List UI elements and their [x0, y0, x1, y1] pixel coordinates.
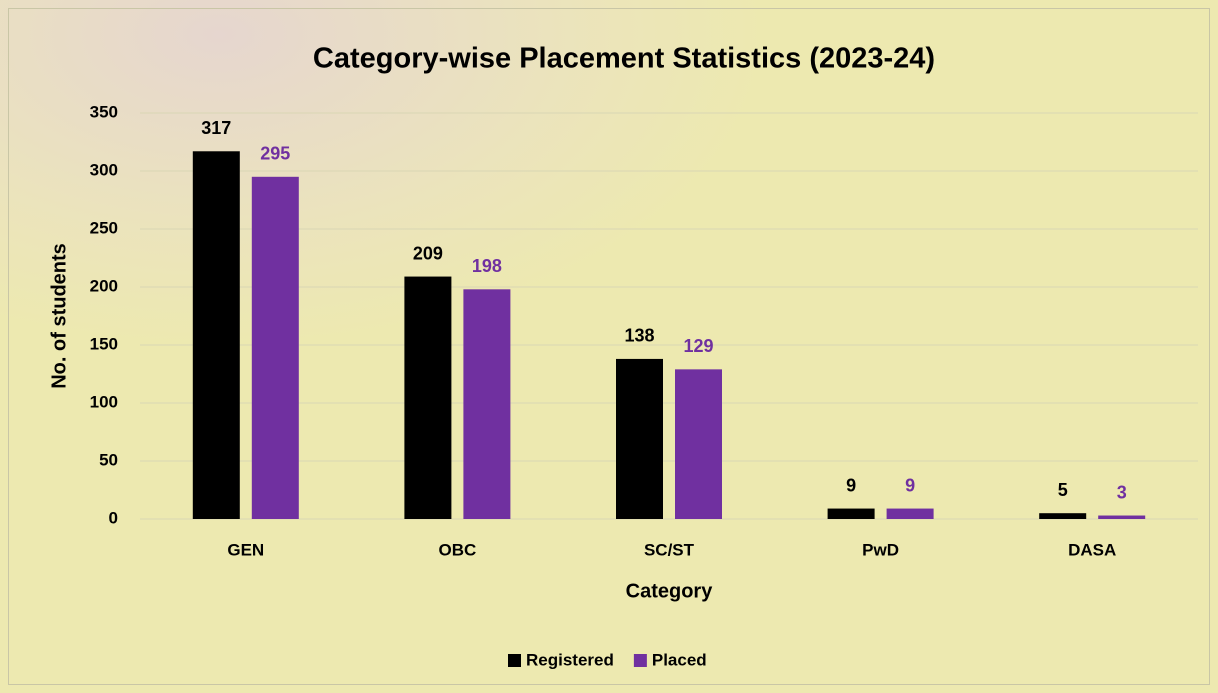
x-tick-label: PwD [862, 540, 899, 559]
data-label: 9 [905, 475, 915, 495]
y-tick-label: 50 [99, 450, 118, 469]
x-tick-label: SC/ST [644, 540, 695, 559]
y-tick-label: 100 [90, 392, 118, 411]
data-label: 198 [472, 256, 502, 276]
y-tick-label: 200 [90, 276, 118, 295]
data-label: 9 [846, 475, 856, 495]
data-label: 317 [201, 118, 231, 138]
legend-swatch [508, 654, 521, 667]
x-tick-label: OBC [439, 540, 477, 559]
y-tick-label: 250 [90, 218, 118, 237]
legend-swatch [634, 654, 647, 667]
bar [404, 277, 451, 519]
bar [887, 509, 934, 519]
background-decoration [0, 0, 1218, 693]
bar [1098, 516, 1145, 519]
legend-label: Registered [526, 650, 614, 669]
y-tick-label: 150 [90, 334, 118, 353]
bar [463, 289, 510, 519]
y-axis-title: No. of students [48, 243, 70, 389]
data-label: 129 [683, 336, 713, 356]
y-tick-label: 0 [109, 508, 118, 527]
x-tick-label: GEN [227, 540, 264, 559]
page: {"chart_data": {"type": "bar", "title": … [0, 0, 1218, 693]
bar [828, 509, 875, 519]
chart: Category-wise Placement Statistics (2023… [0, 0, 1218, 693]
bar [675, 369, 722, 519]
legend: Registered Placed [508, 650, 707, 669]
bar [252, 177, 299, 519]
data-label: 3 [1117, 482, 1127, 502]
bar [193, 151, 240, 519]
data-label: 209 [413, 243, 443, 263]
bar [616, 359, 663, 519]
y-tick-label: 300 [90, 160, 118, 179]
data-label: 295 [260, 144, 290, 164]
chart-title: Category-wise Placement Statistics (2023… [313, 43, 935, 75]
bar [1039, 513, 1086, 519]
x-axis-title: Category [626, 580, 714, 602]
data-label: 5 [1058, 480, 1068, 500]
data-label: 138 [624, 326, 654, 346]
y-tick-label: 350 [90, 102, 118, 121]
legend-label: Placed [652, 650, 707, 669]
x-tick-label: DASA [1068, 540, 1116, 559]
